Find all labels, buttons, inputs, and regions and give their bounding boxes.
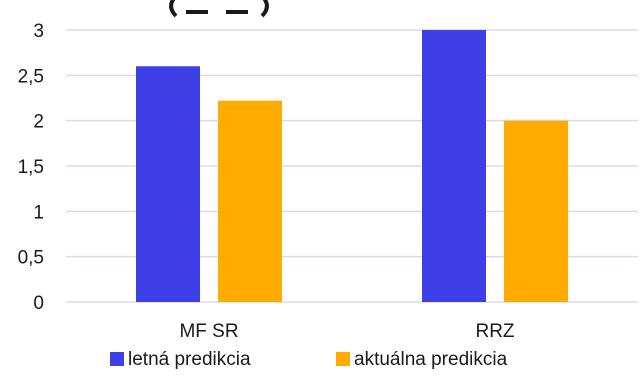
y-tick-label: 2	[33, 112, 44, 133]
legend-label: aktuálna predikcia	[354, 349, 508, 370]
y-tick-label: 3	[33, 21, 44, 42]
y-axis-ticks: 0 0,5 1 1,5 2 2,5 3	[18, 21, 44, 314]
legend-swatch	[110, 352, 124, 366]
title-fragment-paren-right	[260, 0, 269, 18]
title-fragment-glyph-2	[226, 10, 248, 14]
title-fragment-paren-left	[169, 0, 178, 18]
bar-2-2	[504, 120, 568, 303]
y-tick-label: 2,5	[18, 66, 44, 87]
y-tick-label: 0	[33, 293, 44, 314]
title-fragment-glyph-1	[186, 10, 208, 14]
x-tick-label: MF SR	[179, 321, 238, 342]
bars	[136, 30, 568, 303]
x-tick-label: RRZ	[475, 321, 514, 342]
y-tick-label: 0,5	[18, 248, 44, 269]
legend-label: letná predikcia	[128, 349, 251, 370]
legend: letná predikcia aktuálna predikcia	[110, 349, 508, 370]
legend-swatch	[336, 352, 350, 366]
bar-2-1	[218, 100, 282, 302]
y-tick-label: 1	[33, 202, 44, 223]
y-tick-label: 1,5	[18, 157, 44, 178]
x-axis-ticks: MF SR RRZ	[179, 321, 514, 342]
chart-title-partial	[169, 0, 269, 18]
bar-1-2	[422, 30, 486, 302]
bar-1-1	[136, 66, 200, 303]
